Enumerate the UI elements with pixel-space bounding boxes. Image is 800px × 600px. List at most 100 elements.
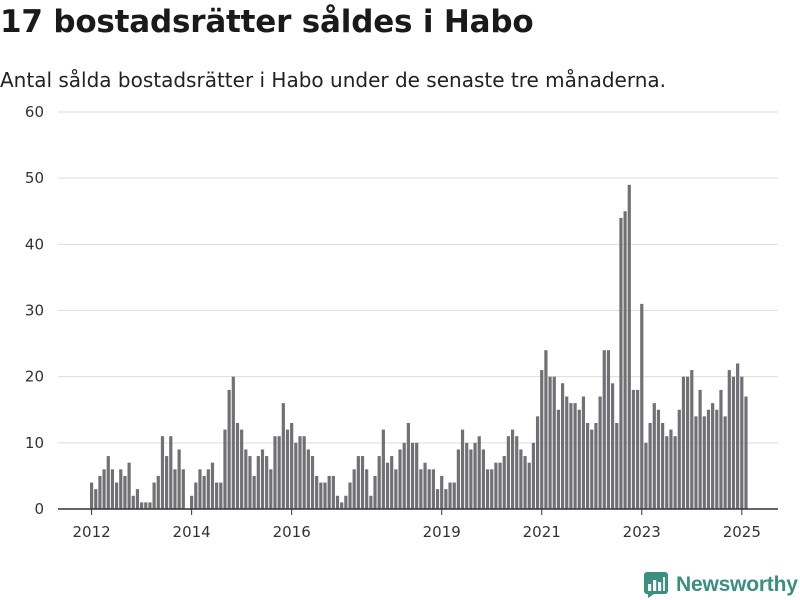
bar: [90, 482, 94, 509]
x-tick-label: 2012: [73, 523, 111, 541]
bar: [740, 376, 744, 509]
bar: [744, 396, 748, 509]
bar: [498, 462, 502, 509]
bar: [281, 403, 285, 509]
bar: [444, 489, 448, 509]
bar: [356, 456, 360, 509]
bar: [173, 469, 177, 509]
bar: [394, 469, 398, 509]
bar: [648, 422, 652, 509]
bar: [523, 456, 527, 509]
bar: [252, 475, 256, 509]
x-tick-label: 2016: [273, 523, 311, 541]
bar: [631, 389, 636, 509]
bar: [331, 475, 335, 509]
bar: [160, 436, 165, 509]
bar: [248, 456, 252, 509]
bar: [715, 409, 719, 509]
bar: [144, 502, 148, 509]
bar: [577, 409, 581, 509]
bar: [706, 409, 711, 509]
x-tick-label: 2014: [173, 523, 211, 541]
bar: [194, 482, 198, 509]
bar: [469, 449, 473, 509]
bar: [169, 436, 173, 509]
data-label: 17: [740, 0, 760, 4]
bar: [519, 449, 523, 509]
bar: [485, 469, 490, 509]
bar: [381, 429, 385, 509]
bar: [640, 303, 644, 509]
bar: [527, 462, 531, 509]
bar: [302, 436, 306, 509]
bar: [319, 482, 323, 509]
bar: [473, 442, 477, 509]
bar: [598, 396, 602, 509]
bar: [223, 429, 227, 509]
bar: [310, 456, 315, 509]
bar: [636, 389, 640, 509]
bar: [348, 482, 352, 509]
y-tick-label: 10: [25, 434, 44, 452]
bar: [535, 416, 540, 509]
bar: [531, 442, 536, 509]
bar: [110, 469, 115, 509]
bar: [131, 495, 135, 509]
bar: [448, 482, 452, 509]
bar: [327, 475, 331, 509]
bar: [669, 429, 673, 509]
data-label-halo: 17: [740, 0, 760, 4]
bar: [244, 449, 248, 509]
bar: [256, 456, 260, 509]
bar: [306, 449, 310, 509]
bar: [269, 469, 273, 509]
bar: [240, 429, 244, 509]
bar: [123, 475, 127, 509]
newsworthy-logo-icon: [644, 572, 668, 598]
y-tick-label: 30: [25, 302, 44, 320]
bar: [552, 376, 556, 509]
bar: [294, 442, 298, 509]
bar: [315, 475, 319, 509]
bar: [202, 475, 206, 509]
bar: [502, 456, 506, 509]
bar: [135, 489, 140, 509]
bar: [594, 422, 598, 509]
bar: [481, 449, 485, 509]
bar: [115, 482, 119, 509]
bar: [560, 383, 565, 509]
bar: [556, 409, 561, 509]
bar: [265, 456, 269, 509]
bar: [119, 469, 123, 509]
bar: [98, 475, 102, 509]
bar: [390, 456, 394, 509]
bar: [398, 449, 402, 509]
brand-logo: Newsworthy: [644, 570, 798, 600]
bar: [215, 482, 219, 509]
bar: [677, 409, 681, 509]
bar: [652, 403, 656, 509]
bar: [423, 462, 427, 509]
bar: [419, 469, 423, 509]
bar: [590, 429, 594, 509]
bar: [515, 436, 519, 509]
bar: [181, 469, 185, 509]
bar: [644, 442, 648, 509]
bar: [365, 469, 369, 509]
x-tick-label: 2025: [723, 523, 761, 541]
bar: [198, 469, 202, 509]
bar: [544, 350, 548, 509]
bar: [344, 495, 348, 509]
bar: [385, 462, 390, 509]
bar: [606, 350, 611, 509]
bar: [290, 422, 294, 509]
bar: [373, 475, 377, 509]
bar: [719, 389, 723, 509]
bar: [573, 403, 577, 509]
bar: [165, 456, 169, 509]
bar: [210, 462, 215, 509]
x-tick-label: 2021: [523, 523, 561, 541]
bar: [94, 489, 98, 509]
bar: [585, 422, 590, 509]
bar: [686, 376, 690, 509]
